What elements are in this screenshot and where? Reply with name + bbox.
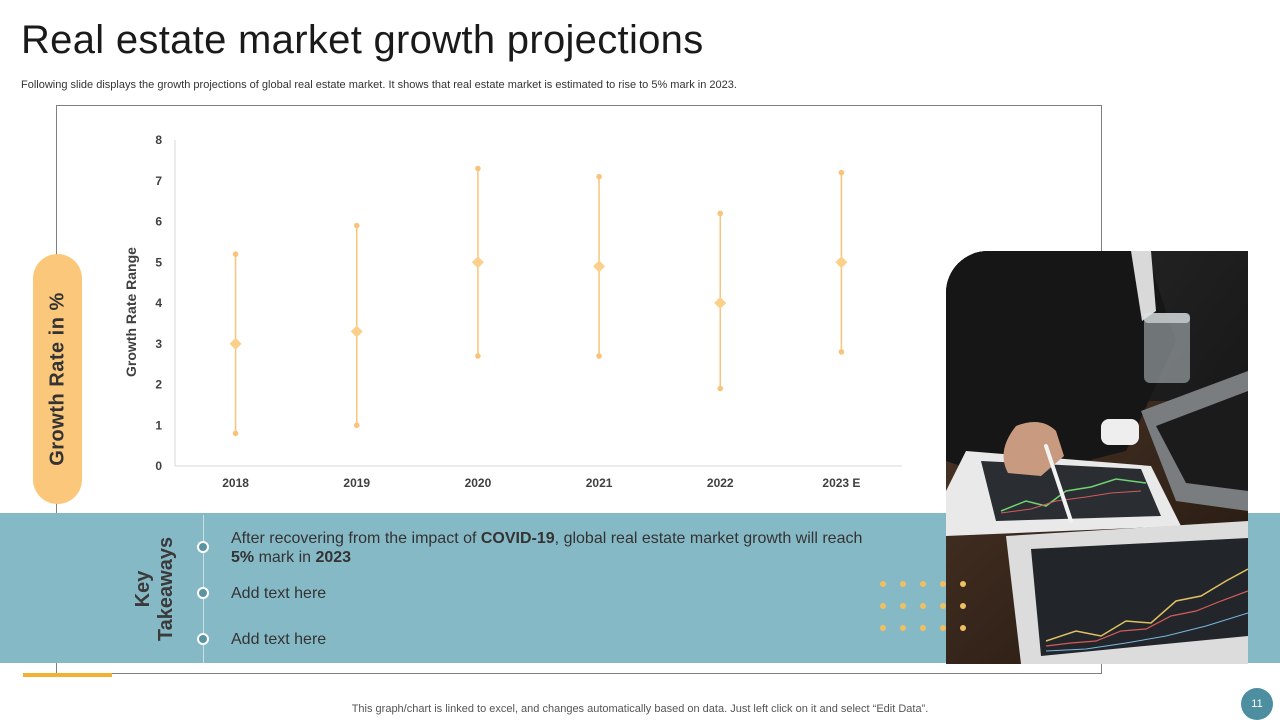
y-tick-label: 4 [155, 296, 162, 310]
mid-marker [835, 256, 848, 269]
page-number-badge: 11 [1241, 688, 1273, 720]
takeaway-item-1-bold: 2023 [315, 549, 352, 566]
mid-marker [350, 325, 363, 338]
x-tick-label: 2021 [586, 476, 613, 490]
y-tick-label: 3 [155, 337, 162, 351]
bullet-dot-icon [197, 541, 209, 553]
y-tick-label: 7 [155, 174, 162, 188]
mid-marker [229, 337, 242, 350]
key-takeaways-heading-line2: Takeaways [155, 536, 177, 642]
low-point [353, 422, 360, 429]
accent-line [23, 673, 112, 677]
low-point [596, 353, 602, 359]
growth-rate-pill-label: Growth Rate in % [46, 292, 69, 466]
key-takeaways-heading: Key Takeaways [132, 537, 178, 641]
decorative-dot-grid [880, 581, 970, 633]
y-axis-title: Growth Rate Range [123, 247, 139, 377]
growth-rate-pill [33, 254, 82, 504]
business-photo [946, 251, 1248, 664]
slide-subtitle: Following slide displays the growth proj… [21, 79, 737, 91]
takeaway-item-1-text: , global real estate market growth will … [554, 530, 863, 547]
growth-range-chart[interactable]: 0 1 2 3 4 5 6 7 8 2018 2019 2020 2021 2022 2023 E Growt… [56, 105, 1102, 513]
mid-marker [471, 256, 484, 269]
slide-title: Real estate market growth projections [21, 18, 704, 62]
high-point [717, 210, 724, 217]
high-point [232, 251, 239, 257]
mid-marker [593, 260, 606, 273]
y-tick-label: 2 [155, 378, 162, 392]
low-point [475, 353, 481, 359]
y-tick-label: 0 [155, 459, 162, 473]
high-point [353, 222, 360, 229]
high-point [475, 165, 481, 172]
mid-marker [714, 297, 727, 309]
takeaway-item-2[interactable]: Add text here [231, 585, 327, 602]
high-point [596, 173, 602, 180]
x-tick-label: 2020 [465, 476, 492, 490]
takeaway-item-1-bold: COVID-19 [480, 530, 555, 547]
takeaway-item-1-text: mark in [254, 549, 316, 566]
takeaway-item-1-text: After recovering from the impact of [231, 530, 481, 547]
takeaway-item-1-bold: 5% [231, 549, 255, 566]
low-point [717, 385, 724, 392]
low-point [838, 349, 845, 355]
takeaway-item-3[interactable]: Add text here [231, 631, 327, 648]
x-tick-label: 2018 [222, 476, 249, 490]
y-tick-label: 5 [155, 255, 162, 269]
y-tick-label: 1 [155, 418, 162, 432]
footer-note: This graph/chart is linked to excel, and… [351, 703, 929, 715]
takeaway-item-1[interactable]: After recovering from the impact of COVI… [231, 529, 871, 567]
bullet-dot-icon [197, 587, 209, 599]
high-point [838, 169, 845, 176]
x-tick-label: 2023 E [822, 476, 860, 490]
x-tick-label: 2022 [707, 476, 734, 490]
x-tick-label: 2019 [343, 476, 370, 490]
y-tick-label: 6 [155, 215, 162, 229]
low-point [232, 430, 239, 437]
bullet-dot-icon [197, 633, 209, 645]
business-photo-illustration [946, 251, 1248, 664]
y-tick-label: 8 [155, 133, 162, 147]
key-takeaways-heading-line1: Key [132, 570, 154, 608]
